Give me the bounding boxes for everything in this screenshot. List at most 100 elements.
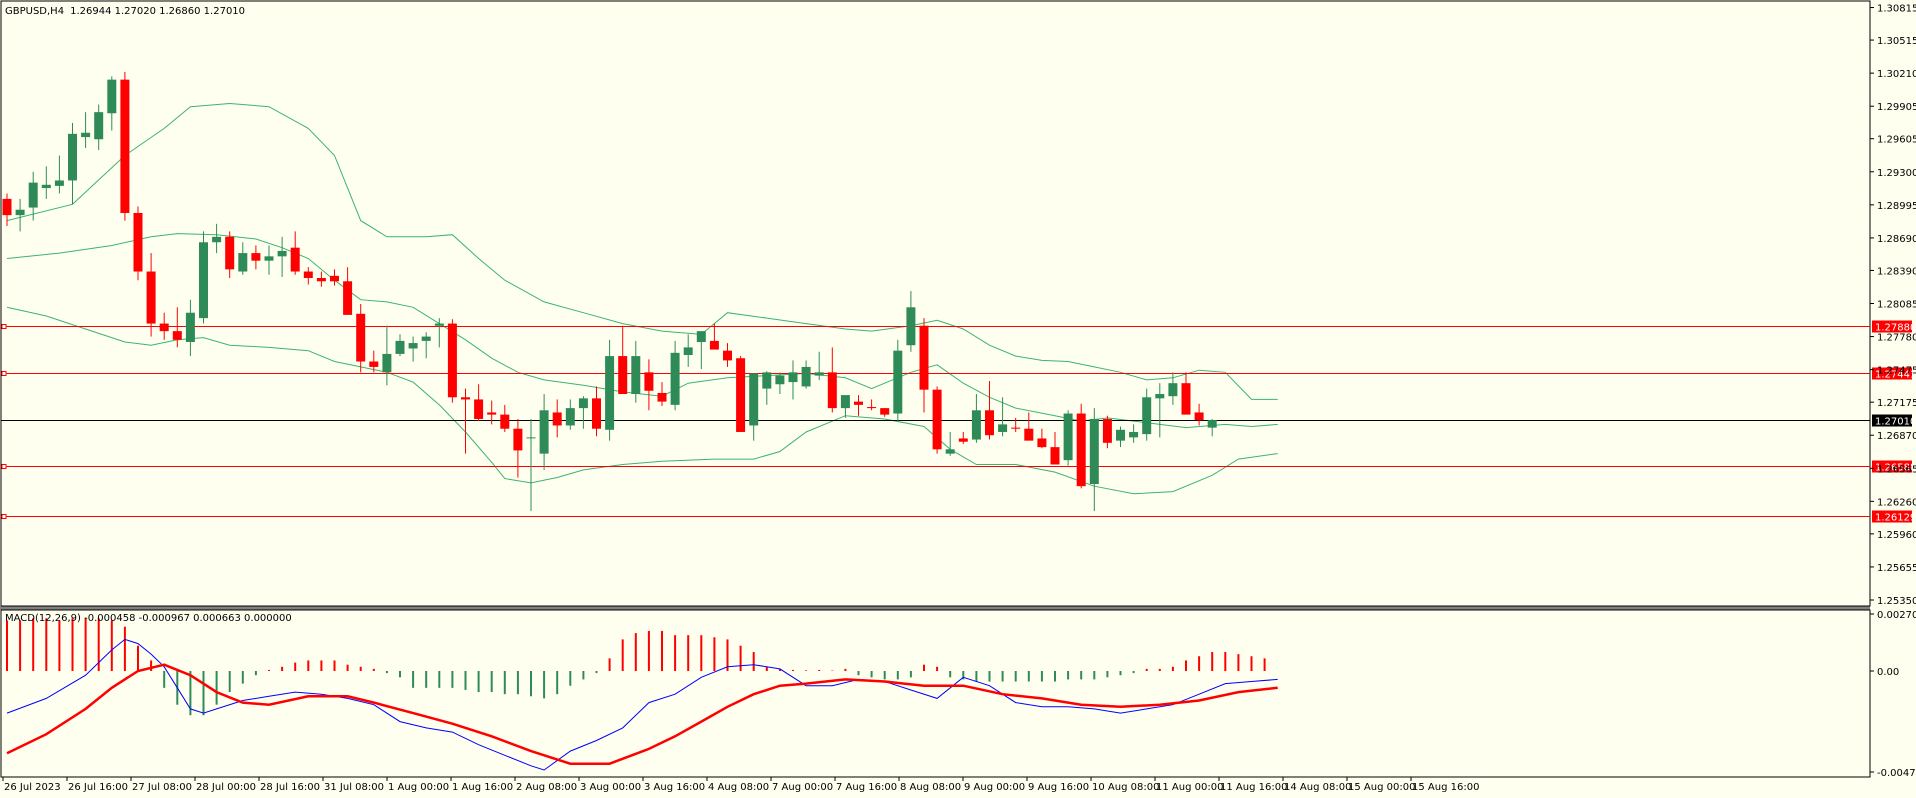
time-tick-label: 4 Aug 08:00 — [708, 782, 769, 793]
bull-candle-body — [1168, 383, 1178, 397]
time-tick-label: 31 Jul 08:00 — [324, 782, 384, 793]
bear-candle-body — [1076, 413, 1086, 487]
ohlc-label: 1.26944 1.27020 1.26860 1.27010 — [70, 6, 245, 17]
bull-candle-body — [840, 395, 850, 409]
price-tick-label: 1.27780 — [1877, 333, 1916, 344]
bear-candle-body — [251, 253, 261, 261]
bear-candle-body — [500, 414, 510, 429]
macd-indicator — [6, 618, 1278, 771]
bull-candle-body — [408, 343, 418, 349]
level-anchor-handle[interactable] — [1, 514, 7, 519]
bull-candle-body — [382, 353, 392, 373]
bull-candle-body — [945, 449, 955, 454]
bear-candle-body — [736, 358, 746, 432]
bull-candle-body — [683, 347, 693, 355]
time-axis[interactable]: 26 Jul 2023 26 Jul 16:00 27 Jul 08:00 28 Ju… — [2, 777, 1479, 793]
bear-candle-body — [1181, 383, 1191, 415]
bull-candle-body — [68, 133, 77, 181]
horizontal-levels[interactable]: 1.27880 1.27441 1.26588 1.26129 — [1, 320, 1916, 524]
time-tick-label: 9 Aug 00:00 — [964, 782, 1025, 793]
bull-candle-body — [199, 242, 208, 319]
macd-tick-label: 0.00 — [1877, 667, 1899, 678]
bull-candle-body — [1207, 420, 1217, 428]
bear-candle-body — [958, 438, 968, 442]
bull-candle-body — [264, 256, 274, 261]
price-tick-label: 1.30815 — [1877, 4, 1916, 15]
symbol-ohlc-label: GBPUSD,H4 1.26944 1.27020 1.26860 1.27010 — [5, 6, 245, 17]
macd-axis[interactable]: 0.002705 0.00 -0.004794 — [1870, 610, 1916, 779]
price-tick-label: 1.26260 — [1877, 497, 1916, 508]
price-tick-label: 1.29905 — [1877, 102, 1916, 113]
bear-candle-body — [657, 392, 667, 402]
bull-candle-body — [565, 408, 575, 426]
bull-candle-body — [81, 132, 91, 138]
time-tick-label: 7 Aug 16:00 — [836, 782, 897, 793]
time-tick-label: 1 Aug 00:00 — [388, 782, 449, 793]
macd-line — [6, 638, 1278, 771]
bear-candle-body — [1024, 428, 1034, 441]
price-tick-label: 1.30515 — [1877, 36, 1916, 47]
bull-candle-body — [238, 253, 248, 272]
macd-pane-frame[interactable] — [0, 609, 1871, 778]
price-tick-label: 1.25655 — [1877, 563, 1916, 574]
time-tick-label: 27 Jul 08:00 — [132, 782, 192, 793]
bear-candle-body — [985, 410, 994, 436]
bear-candle-body — [723, 350, 732, 361]
bear-candle-body — [120, 79, 130, 213]
bull-candle-body — [1063, 413, 1073, 461]
level-anchor-handle[interactable] — [1, 324, 7, 329]
price-tick-label: 1.27475 — [1877, 366, 1916, 377]
bear-candle-body — [1050, 447, 1060, 465]
bear-candle-body — [618, 356, 628, 395]
price-axis[interactable]: 1.30815 1.30515 1.30210 1.29905 1.29605 1.293… — [1870, 4, 1916, 607]
price-tick-label: 1.29300 — [1877, 168, 1916, 179]
level-price-label: 1.26588 — [1875, 463, 1916, 474]
level-anchor-handle[interactable] — [1, 371, 7, 376]
bull-candle-body — [28, 182, 38, 208]
bear-candle-body — [827, 372, 837, 409]
bear-candle-body — [854, 401, 863, 405]
price-tick-label: 1.25350 — [1877, 596, 1916, 607]
bear-candle-body — [1102, 418, 1112, 443]
time-tick-label: 3 Aug 16:00 — [644, 782, 705, 793]
time-tick-label: 1 Aug 16:00 — [452, 782, 513, 793]
bull-candle-body — [395, 340, 405, 354]
time-tick-label: 11 Aug 16:00 — [1220, 782, 1287, 793]
bull-candle-body — [893, 350, 903, 414]
bull-candle-body — [1155, 394, 1165, 399]
bear-candle-body — [303, 271, 313, 279]
time-tick-label: 15 Aug 00:00 — [1348, 782, 1415, 793]
bear-candle-body — [225, 236, 235, 270]
level-price-tag — [1872, 460, 1912, 473]
bull-candle-body — [94, 112, 104, 140]
bull-candle-body — [670, 352, 680, 405]
bear-candle-body — [146, 271, 156, 324]
time-tick-label: 3 Aug 00:00 — [580, 782, 641, 793]
bull-candle-body — [434, 323, 444, 326]
bull-candle-body — [971, 410, 981, 440]
bull-candle-body — [107, 79, 117, 114]
level-price-label: 1.27441 — [1875, 370, 1916, 381]
bear-candle-body — [343, 281, 353, 315]
bear-candle-body — [2, 198, 12, 216]
time-tick-label: 14 Aug 08:00 — [1284, 782, 1351, 793]
time-tick-label: 2 Aug 08:00 — [516, 782, 577, 793]
price-tick-label: 1.29605 — [1877, 135, 1916, 146]
bollinger-lower-band — [6, 306, 1278, 495]
bear-candle-body — [487, 412, 497, 415]
time-tick-label: 26 Jul 16:00 — [68, 782, 128, 793]
bull-candle-body — [421, 336, 431, 341]
level-anchor-handle[interactable] — [1, 464, 7, 469]
bull-candle-body — [605, 356, 615, 430]
time-tick-label: 26 Jul 2023 — [4, 782, 61, 793]
bear-candle-body — [932, 389, 942, 450]
bull-candle-body — [1116, 429, 1125, 441]
macd-tick-label: -0.004794 — [1877, 768, 1916, 779]
macd-signal-line — [6, 663, 1278, 765]
level-price-label: 1.27880 — [1875, 323, 1916, 334]
time-tick-label: 9 Aug 16:00 — [1028, 782, 1089, 793]
bear-candle-body — [133, 212, 143, 272]
bear-candle-body — [447, 323, 457, 398]
